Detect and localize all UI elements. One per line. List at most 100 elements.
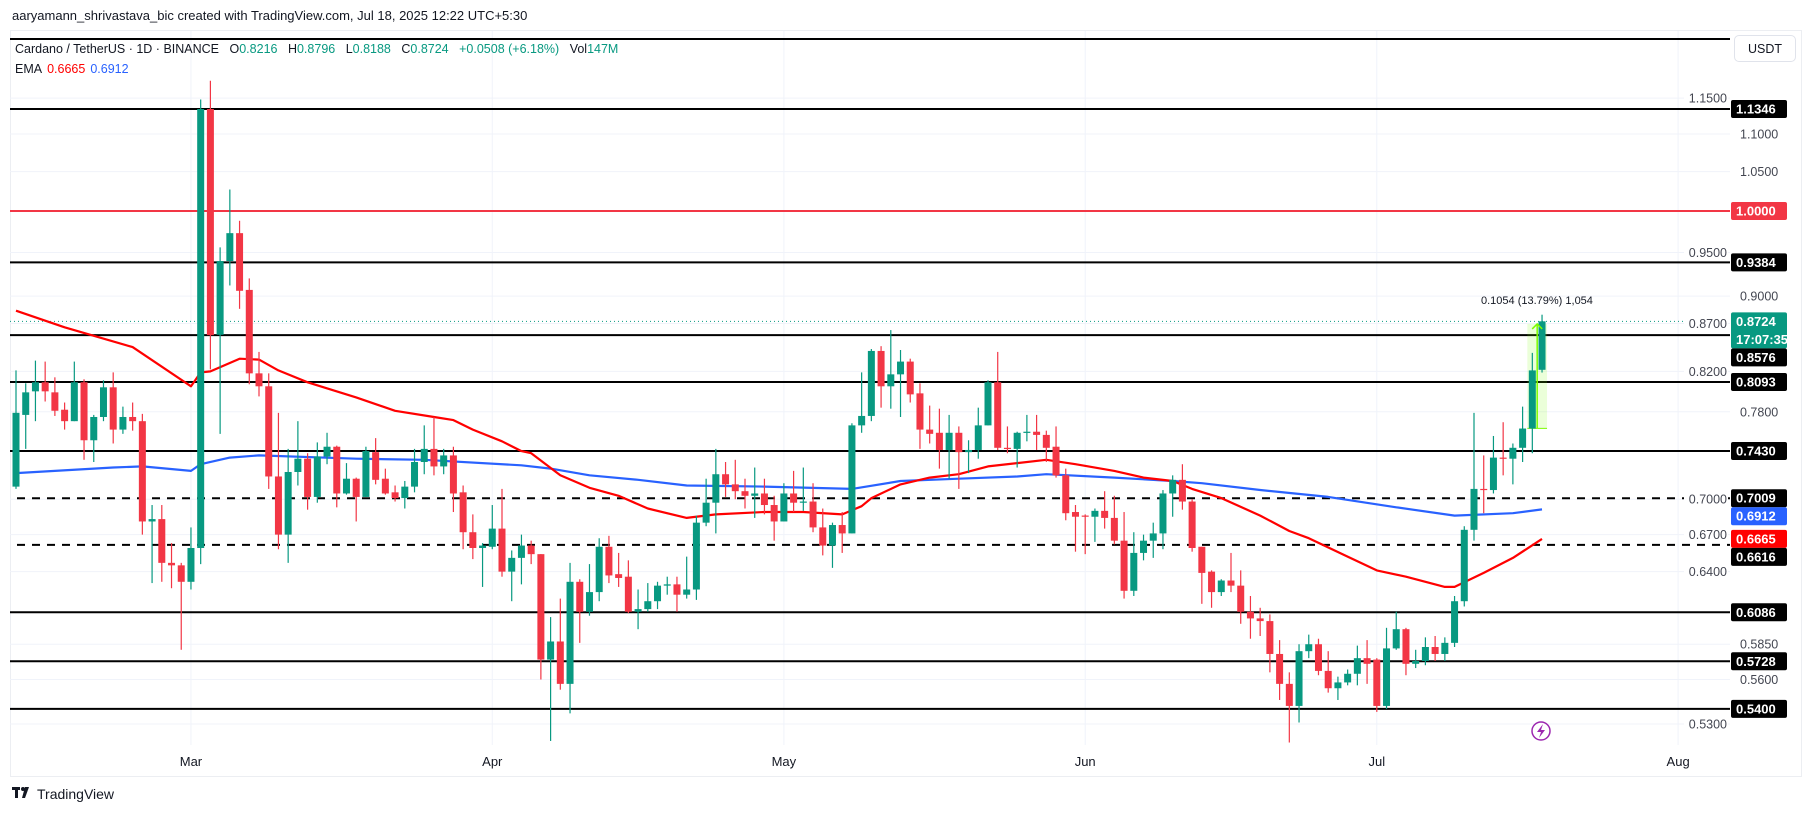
candle-up[interactable]: [897, 361, 905, 375]
candle-down[interactable]: [333, 446, 341, 494]
candle-up[interactable]: [1509, 447, 1517, 459]
candle-down[interactable]: [624, 576, 632, 612]
candle-up[interactable]: [226, 233, 234, 262]
level-price-tag[interactable]: [1731, 372, 1787, 391]
candle-up[interactable]: [1023, 431, 1031, 433]
candle-up[interactable]: [858, 415, 866, 426]
candle-up[interactable]: [1519, 428, 1527, 448]
candle-down[interactable]: [1256, 618, 1264, 622]
candle-down[interactable]: [1480, 488, 1488, 491]
candle-up[interactable]: [702, 502, 710, 523]
candle-down[interactable]: [1499, 457, 1507, 459]
candle-down[interactable]: [80, 382, 88, 441]
candle-down[interactable]: [1276, 653, 1284, 684]
candle-down[interactable]: [906, 361, 914, 395]
candle-down[interactable]: [138, 421, 146, 522]
candle-down[interactable]: [41, 382, 49, 392]
candle-down[interactable]: [245, 289, 253, 374]
candle-up[interactable]: [1149, 533, 1157, 541]
candle-up[interactable]: [70, 382, 78, 422]
candle-up[interactable]: [585, 592, 593, 612]
candle-up[interactable]: [692, 522, 700, 590]
candle-up[interactable]: [663, 584, 671, 586]
candle-up[interactable]: [848, 425, 856, 534]
candle-up[interactable]: [1460, 529, 1468, 602]
candle-down[interactable]: [61, 409, 69, 422]
level-price-tag[interactable]: [1731, 348, 1787, 367]
candle-up[interactable]: [488, 528, 496, 547]
level-price-tag[interactable]: [1731, 652, 1787, 671]
level-price-tag[interactable]: [1731, 202, 1787, 221]
candle-down[interactable]: [255, 373, 263, 387]
candle-up[interactable]: [945, 432, 953, 450]
candle-down[interactable]: [1188, 501, 1196, 548]
candle-down[interactable]: [1081, 515, 1089, 517]
candle-down[interactable]: [838, 525, 846, 534]
candle-up[interactable]: [1295, 651, 1303, 706]
candle-up[interactable]: [1353, 658, 1361, 674]
ema-price-tag[interactable]: [1731, 507, 1787, 526]
candle-up[interactable]: [401, 486, 409, 499]
candle-up[interactable]: [22, 392, 30, 415]
candle-down[interactable]: [537, 554, 545, 660]
candle-down[interactable]: [1178, 479, 1186, 502]
symbol-name[interactable]: Cardano / TetherUS · 1D · BINANCE: [15, 42, 220, 56]
candle-down[interactable]: [1062, 475, 1070, 514]
level-price-tag[interactable]: [1731, 547, 1787, 566]
candle-down[interactable]: [576, 581, 584, 612]
candle-down[interactable]: [1314, 644, 1322, 671]
candle-down[interactable]: [274, 476, 282, 535]
level-price-tag[interactable]: [1731, 489, 1787, 508]
candle-up[interactable]: [1159, 493, 1167, 534]
candle-up[interactable]: [1538, 321, 1546, 370]
candle-down[interactable]: [206, 109, 214, 336]
candle-down[interactable]: [731, 484, 739, 492]
candle-up[interactable]: [294, 458, 302, 472]
candle-up[interactable]: [828, 525, 836, 546]
candle-down[interactable]: [955, 432, 963, 453]
candle-up[interactable]: [974, 425, 982, 450]
candle-up[interactable]: [197, 109, 205, 548]
candle-down[interactable]: [1120, 540, 1128, 591]
candle-down[interactable]: [935, 432, 943, 450]
candle-up[interactable]: [595, 546, 603, 593]
candle-up[interactable]: [420, 448, 428, 463]
candle-down[interactable]: [916, 393, 924, 430]
level-price-tag[interactable]: [1731, 442, 1787, 461]
candle-down[interactable]: [1033, 431, 1041, 435]
candle-up[interactable]: [99, 387, 107, 417]
candle-down[interactable]: [469, 532, 477, 548]
candle-down[interactable]: [1101, 510, 1109, 518]
candle-down[interactable]: [556, 641, 564, 684]
candle-down[interactable]: [304, 458, 312, 497]
candle-up[interactable]: [1470, 488, 1478, 530]
candle-up[interactable]: [780, 493, 788, 522]
candle-up[interactable]: [323, 446, 331, 457]
candle-up[interactable]: [644, 601, 652, 610]
candle-up[interactable]: [1392, 629, 1400, 649]
candle-down[interactable]: [158, 519, 166, 563]
candle-down[interactable]: [391, 492, 399, 499]
candle-down[interactable]: [1373, 659, 1381, 706]
candle-up[interactable]: [547, 641, 555, 660]
candle-down[interactable]: [236, 233, 244, 291]
candle-down[interactable]: [527, 545, 535, 555]
candle-down[interactable]: [615, 574, 623, 578]
candle-down[interactable]: [1052, 446, 1060, 476]
level-price-tag[interactable]: [1731, 603, 1787, 622]
candle-up[interactable]: [90, 416, 98, 441]
level-price-tag[interactable]: [1731, 100, 1787, 118]
candle-up[interactable]: [508, 557, 516, 572]
candle-down[interactable]: [770, 505, 778, 522]
candle-up[interactable]: [12, 412, 20, 487]
candle-down[interactable]: [430, 448, 438, 467]
candle-up[interactable]: [1421, 647, 1429, 661]
candle-down[interactable]: [1237, 585, 1245, 612]
candle-up[interactable]: [1441, 642, 1449, 654]
candle-down[interactable]: [168, 562, 176, 566]
candle-up[interactable]: [1091, 510, 1099, 517]
candle-down[interactable]: [372, 452, 380, 480]
candle-up[interactable]: [1489, 457, 1497, 491]
candle-up[interactable]: [867, 350, 875, 416]
candle-up[interactable]: [148, 519, 156, 522]
